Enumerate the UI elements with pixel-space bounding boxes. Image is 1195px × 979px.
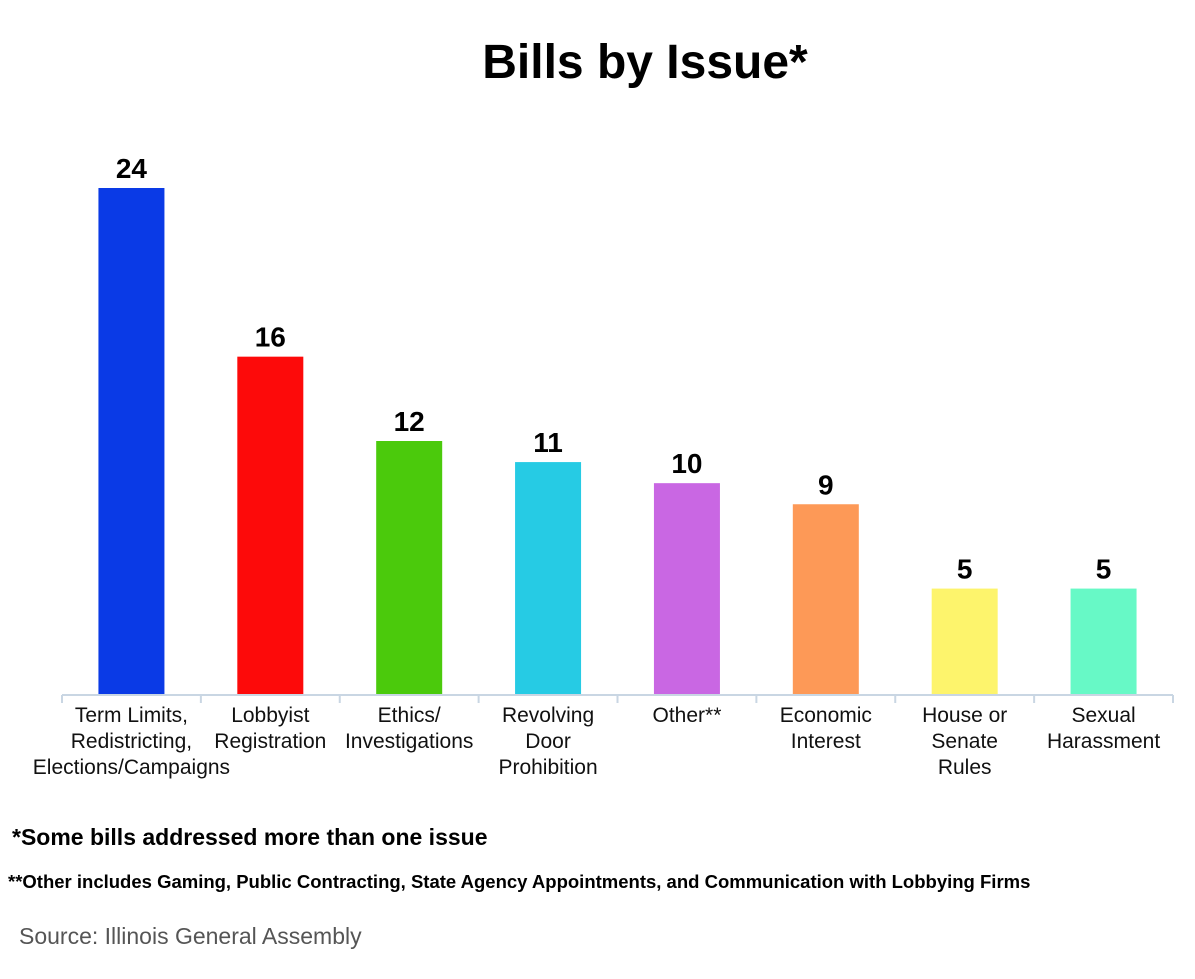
bar [931,588,998,694]
bar-value-label: 16 [255,322,286,353]
bars-group [98,188,1137,694]
bar [792,504,859,694]
x-axis-ticks [61,695,1174,703]
category-label: Revolving Door Prohibition [498,704,597,779]
bar-value-label: 5 [957,554,973,585]
category-label: Economic Interest [780,704,872,753]
bar [98,188,165,694]
bar-value-label: 5 [1096,554,1112,585]
bar [237,356,304,694]
chart-title: Bills by Issue* [482,36,808,89]
bar [515,462,582,694]
category-label: Other** [653,704,722,727]
bar-value-label: 10 [671,448,702,479]
category-label: House or Senate Rules [922,704,1007,779]
category-label: Sexual Harassment [1047,704,1160,753]
source-note: Source: Illinois General Assembly [19,923,362,949]
bar-chart: Bills by Issue* 24 16 12 11 10 9 5 5 Term Limit… [33,36,1174,779]
category-label: Ethics/Investigations [345,704,473,753]
footnote-other-definition: **Other includes Gaming, Public Contract… [8,871,1031,892]
value-labels-group: 24 16 12 11 10 9 5 5 [116,153,1111,585]
category-labels-group: Term Limits, Redistricting, Elections/Camp… [33,704,1161,779]
bar-value-label: 11 [533,427,563,458]
bar-value-label: 24 [116,153,148,184]
bar-value-label: 12 [394,406,425,437]
bar [1070,588,1137,694]
bar [376,441,443,694]
footnote-multiple-issues: *Some bills addressed more than one issu… [12,824,488,850]
bar-value-label: 9 [818,469,834,500]
bar [653,483,720,694]
category-label: Term Limits, Redistricting, Elections/Camp… [33,704,230,779]
category-label: Lobbyist Registration [214,704,326,753]
